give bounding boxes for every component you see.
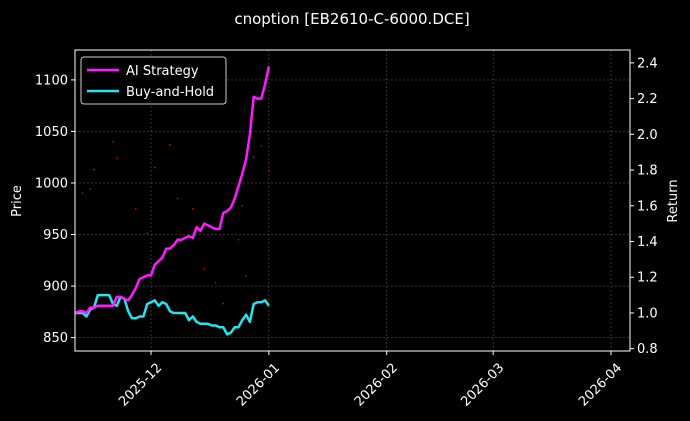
y-tick-label: 950 — [43, 228, 68, 243]
price-point — [153, 166, 156, 169]
legend-label-buy-and-hold: Buy-and-Hold — [126, 85, 214, 100]
x-tick-label: 2025-12 — [116, 361, 165, 410]
y2-axis-label: Return — [666, 179, 681, 222]
ai-strategy-line — [74, 66, 271, 315]
chart-title: cnoption [EB2610-C-6000.DCE] — [234, 10, 469, 28]
x-tick-label: 2026-04 — [576, 361, 625, 410]
price-point — [89, 188, 92, 191]
price-point — [112, 140, 114, 143]
y-tick-label: 1100 — [35, 73, 68, 88]
price-point — [222, 302, 225, 305]
series-lines — [74, 66, 271, 336]
y-axis-left: 850 900 950 1000 1050 1100 — [35, 73, 75, 346]
price-point — [81, 192, 84, 195]
y2-tick-label: 1.0 — [637, 306, 658, 321]
y2-tick-label: 2.4 — [637, 56, 658, 71]
price-point — [237, 238, 240, 241]
buy-and-hold-line — [75, 293, 270, 336]
y2-tick-label: 1.6 — [637, 199, 658, 214]
y2-tick-label: 1.4 — [637, 235, 658, 250]
price-scatter — [81, 140, 270, 305]
y-tick-label: 850 — [43, 331, 68, 346]
x-tick-label: 2026-01 — [234, 361, 283, 410]
x-tick-label: 2026-02 — [352, 361, 401, 410]
price-point — [260, 144, 263, 147]
y2-tick-label: 1.8 — [637, 164, 658, 179]
price-point — [134, 207, 137, 210]
price-point — [203, 267, 206, 270]
legend-label-ai-strategy: AI Strategy — [126, 64, 199, 79]
price-point — [115, 157, 118, 160]
y2-tick-label: 1.2 — [637, 271, 658, 286]
price-point — [267, 169, 270, 172]
y-tick-label: 1050 — [35, 125, 68, 140]
price-point — [93, 168, 95, 171]
price-point — [191, 207, 194, 210]
price-point — [146, 232, 149, 235]
plot-frame — [74, 49, 631, 352]
price-point — [214, 282, 217, 284]
y2-tick-label: 0.8 — [637, 342, 658, 357]
y2-tick-label: 2.2 — [637, 92, 658, 107]
y2-tick-label: 2.0 — [637, 128, 658, 143]
price-point — [241, 204, 244, 207]
price-point — [176, 197, 179, 200]
price-point — [245, 274, 247, 277]
x-tick-label: 2026-03 — [458, 361, 507, 410]
y-tick-label: 900 — [43, 280, 68, 295]
x-axis: 2025-12 2026-01 2026-02 2026-03 2026-04 — [116, 351, 625, 410]
legend: AI Strategy Buy-and-Hold — [80, 56, 227, 105]
price-point — [252, 156, 255, 159]
price-point — [169, 143, 171, 146]
y-axis-label: Price — [10, 185, 25, 217]
y-tick-label: 1000 — [35, 176, 68, 191]
y-axis-right: 0.8 1.0 1.2 1.4 1.6 1.8 2.0 2.2 2.4 — [630, 56, 658, 357]
